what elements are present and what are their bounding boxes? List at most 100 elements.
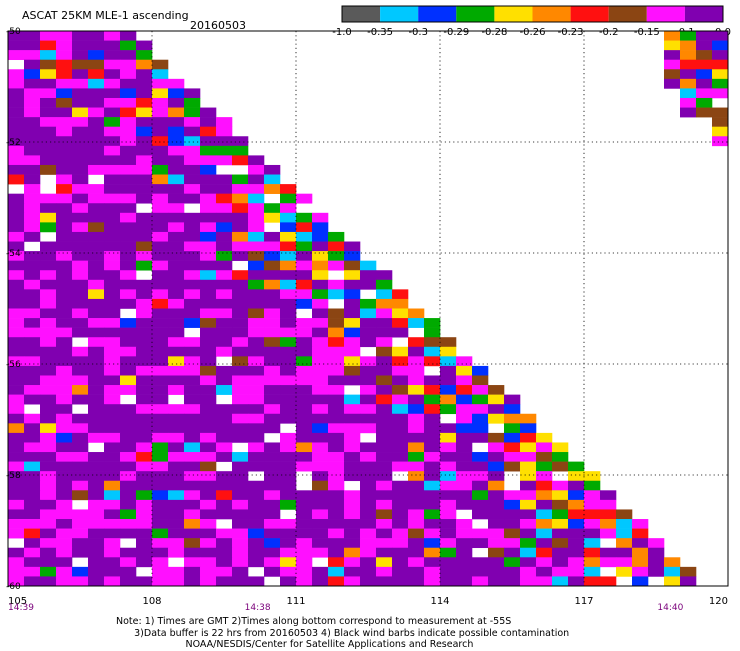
swath-cell	[248, 279, 265, 290]
swath-cell	[520, 471, 537, 482]
swath-cell	[584, 471, 601, 482]
swath-cell	[40, 136, 57, 147]
swath-cell	[440, 346, 457, 357]
swath-cell	[184, 107, 201, 118]
swath-cell	[56, 279, 73, 290]
swath-cell	[200, 480, 217, 491]
swath-cell	[344, 519, 361, 529]
swath-cell	[408, 365, 425, 376]
swath-cell	[72, 69, 89, 80]
swath-cell	[680, 97, 697, 108]
swath-cell	[120, 184, 137, 194]
swath-cell	[72, 365, 89, 376]
swath-cell	[488, 538, 505, 549]
swath-cell	[56, 509, 73, 520]
swath-cell	[296, 289, 313, 300]
swath-cell	[136, 88, 153, 99]
swath-cell	[184, 184, 201, 194]
swath-cell	[456, 452, 473, 462]
swath-cell	[136, 241, 153, 252]
swath-cell	[24, 356, 41, 367]
swath-cell	[120, 88, 137, 99]
swath-cell	[552, 452, 569, 462]
swath-cell	[504, 442, 521, 453]
swath-cell	[136, 490, 153, 501]
swath-cell	[248, 327, 265, 338]
swath-cell	[136, 538, 153, 549]
swath-cell	[344, 365, 361, 376]
swath-cell	[280, 375, 297, 386]
swath-cell	[328, 471, 345, 482]
swath-cell	[24, 88, 41, 99]
swath-cell	[424, 432, 441, 443]
swath-cell	[232, 212, 249, 223]
swath-cell	[24, 519, 41, 529]
swath-cell	[152, 231, 169, 242]
swath-cell	[344, 375, 361, 386]
swath-cell	[104, 404, 121, 415]
swath-cell	[248, 155, 265, 166]
swath-cell	[552, 499, 569, 510]
swath-cell	[504, 413, 521, 424]
swath-cell	[408, 499, 425, 510]
swath-cell	[424, 375, 441, 386]
swath-cell	[88, 279, 105, 290]
swath-cell	[56, 442, 73, 453]
swath-cell	[216, 452, 233, 462]
swath-cell	[248, 413, 265, 424]
swath-cell	[24, 164, 41, 175]
swath-cell	[296, 337, 313, 348]
swath-cell	[328, 480, 345, 491]
swath-cell	[56, 231, 73, 242]
swath-cell	[40, 251, 57, 261]
swath-cell	[88, 365, 105, 376]
swath-cell	[216, 203, 233, 214]
swath-cell	[56, 203, 73, 214]
swath-cell	[552, 461, 569, 472]
swath-cell	[344, 279, 361, 290]
colorbar-tick-label: -0.3	[408, 27, 428, 38]
swath-cell	[280, 241, 297, 252]
swath-cell	[8, 308, 25, 319]
swath-cell	[72, 222, 89, 233]
swath-cell	[376, 375, 393, 386]
swath-cell	[280, 289, 297, 300]
swath-cell	[264, 394, 281, 405]
swath-cell	[200, 538, 217, 549]
swath-cell	[408, 394, 425, 405]
swath-cell	[184, 126, 201, 137]
swath-cell	[120, 136, 137, 147]
swath-cell	[136, 337, 153, 348]
swath-cell	[504, 566, 521, 577]
lat-tick-label: -52	[6, 138, 21, 148]
swath-cell	[232, 576, 249, 587]
swath-cell	[40, 519, 57, 529]
swath-cell	[520, 566, 537, 577]
swath-cell	[232, 528, 249, 539]
colorbar-swatch	[684, 6, 723, 22]
swath-cell	[504, 461, 521, 472]
swath-cell	[504, 452, 521, 462]
swath-cell	[360, 547, 377, 558]
swath-cell	[72, 528, 89, 539]
swath-cell	[168, 337, 185, 348]
swath-cell	[456, 375, 473, 386]
swath-cell	[344, 337, 361, 348]
swath-cell	[104, 432, 121, 443]
swath-cell	[344, 452, 361, 462]
swath-cell	[72, 241, 89, 252]
swath-cell	[296, 327, 313, 338]
swath-cell	[280, 404, 297, 415]
lat-tick-label: -56	[6, 360, 21, 370]
swath-cell	[408, 356, 425, 367]
swath-cell	[232, 251, 249, 261]
swath-cell	[216, 260, 233, 271]
swath-cell	[440, 375, 457, 386]
swath-cell	[200, 251, 217, 261]
swath-cell	[504, 528, 521, 539]
swath-cell	[344, 490, 361, 501]
swath-cell	[24, 59, 41, 70]
swath-cell	[472, 385, 489, 395]
swath-cell	[184, 145, 201, 156]
swath-cell	[440, 490, 457, 501]
